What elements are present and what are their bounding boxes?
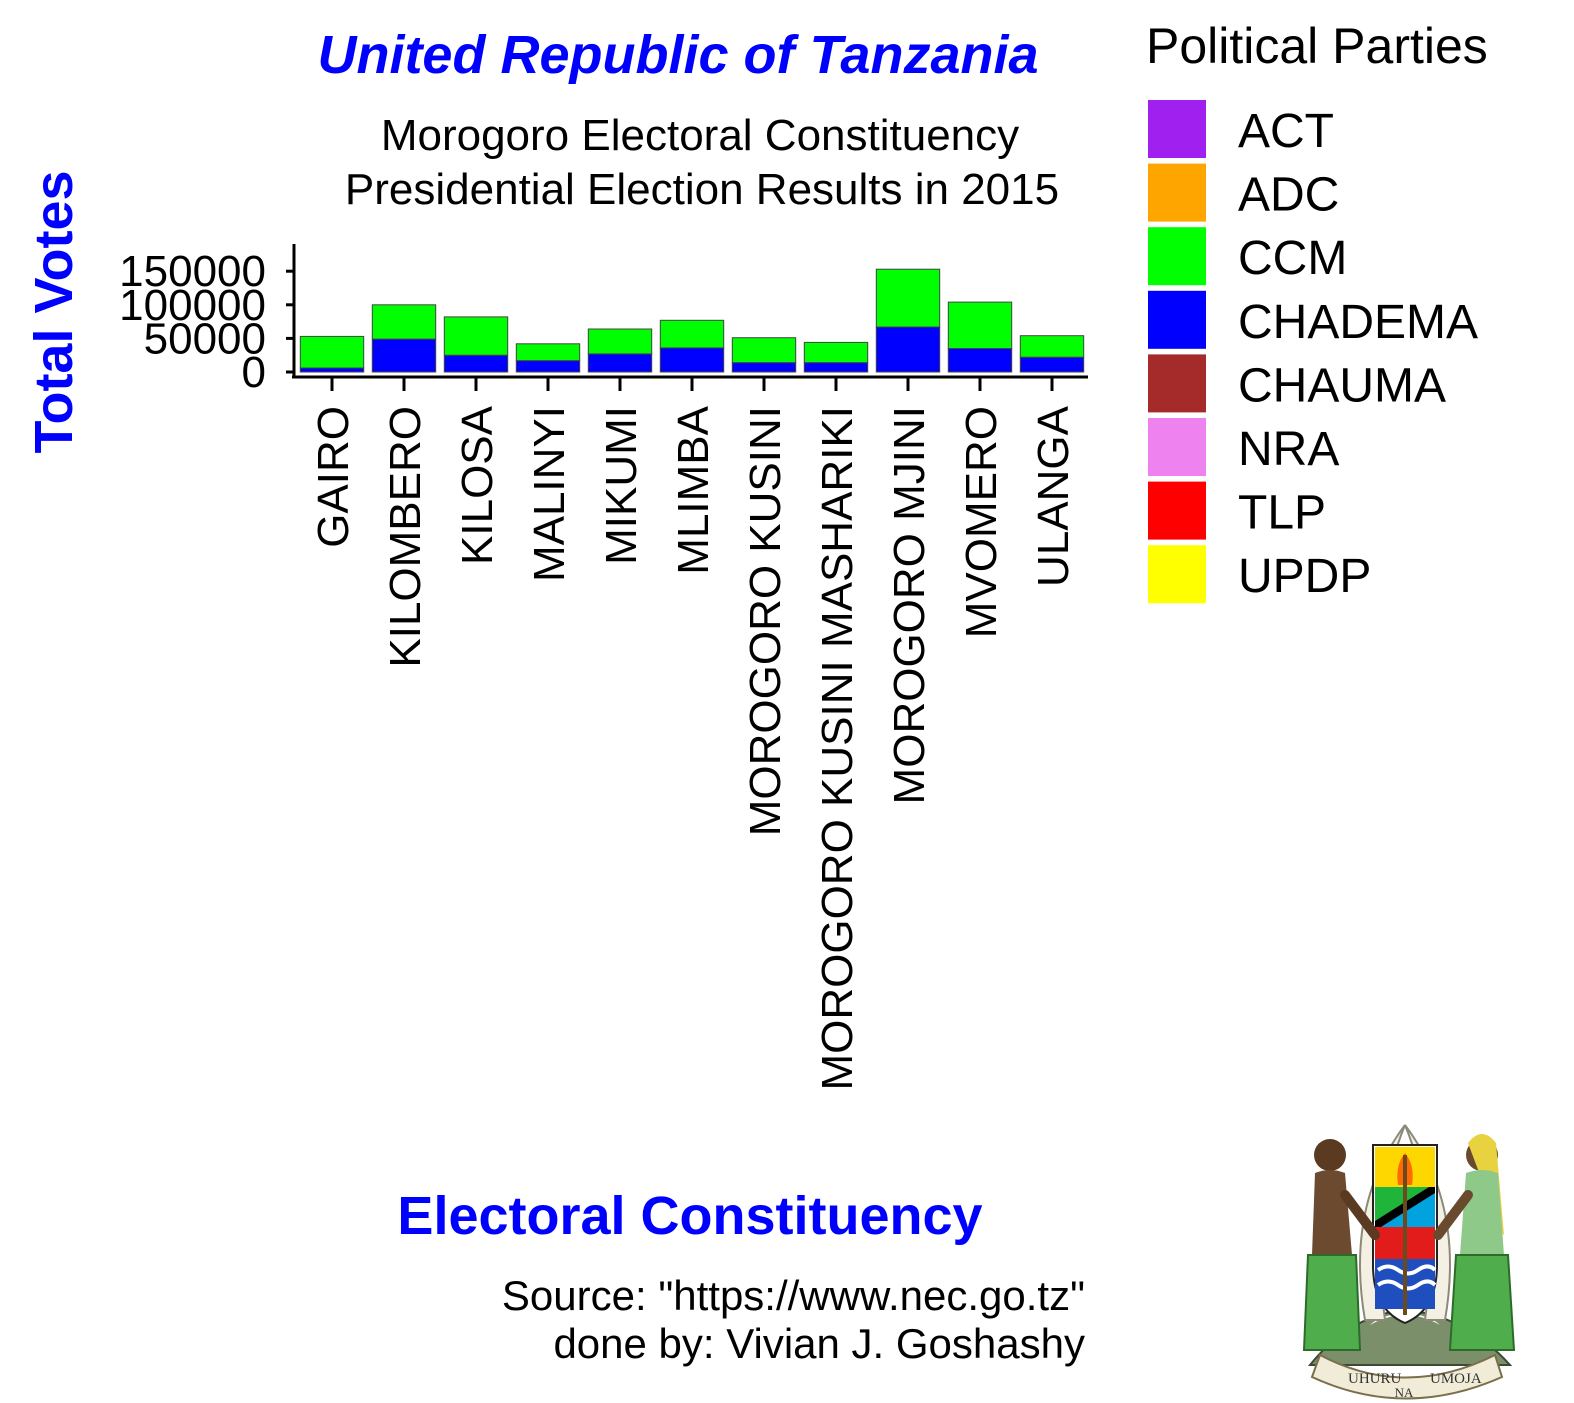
x-tick-label: MVOMERO	[957, 406, 1006, 638]
bar-chadema-mlimba	[659, 347, 725, 373]
bar-ccm-kilombero	[371, 304, 437, 340]
x-tick-label: GAIRO	[309, 406, 358, 548]
legend-swatch-nra	[1148, 418, 1206, 476]
bar-chadema-morogoro-kusini	[731, 362, 797, 373]
x-tick-label: ULANGA	[1029, 405, 1078, 587]
motto-center: NA	[1395, 1385, 1414, 1400]
coat-of-arms-emblem: UHURU NA UMOJA	[1302, 1124, 1516, 1400]
x-tick-label: MLIMBA	[669, 405, 718, 574]
bar-chadema-gairo	[299, 367, 365, 373]
x-axis-title: Electoral Constituency	[397, 1186, 982, 1246]
legend-label-adc: ADC	[1238, 169, 1339, 222]
y-tick-label: 50000	[144, 314, 266, 363]
x-tick-label: KILOMBERO	[381, 406, 430, 668]
x-tick-label: MOROGORO MJINI	[885, 406, 934, 804]
bar-chadema-kilombero	[371, 338, 437, 373]
x-tick-label: MOROGORO KUSINI MASHARIKI	[813, 406, 862, 1091]
author-caption: done by: Vivian J. Goshashy	[553, 1320, 1085, 1367]
legend-swatch-chadema	[1148, 290, 1206, 349]
y-tick-label: 150000	[119, 247, 266, 296]
bar-chadema-ulanga	[1019, 356, 1085, 373]
bar-ccm-morogoro-kusini-mashariki	[803, 341, 869, 364]
y-axis-title: Total Votes	[24, 170, 84, 453]
legend-swatch-chauma	[1148, 354, 1206, 413]
legend-swatch-ccm	[1148, 227, 1206, 286]
y-tick-label: 0	[242, 348, 266, 397]
legend-label-chauma: CHAUMA	[1238, 359, 1446, 412]
bar-ccm-ulanga	[1019, 335, 1085, 358]
legend-swatch-updp	[1148, 545, 1206, 604]
bar-chadema-mvomero	[947, 348, 1013, 373]
legend-swatch-act	[1148, 100, 1206, 158]
legend-swatch-adc	[1148, 163, 1206, 222]
x-tick-label: MALINYI	[525, 406, 574, 582]
legend-swatch-tlp	[1148, 481, 1206, 540]
legend-label-ccm: CCM	[1238, 232, 1347, 285]
bar-ccm-morogoro-kusini	[731, 337, 797, 364]
bar-ccm-mikumi	[587, 328, 653, 355]
bar-ccm-mlimba	[659, 319, 725, 349]
legend-label-updp: UPDP	[1238, 550, 1371, 603]
bar-layer	[299, 268, 1085, 373]
legend-label-chadema: CHADEMA	[1238, 296, 1478, 349]
y-tick-label: 100000	[119, 281, 266, 330]
chart-subtitle-line-2: Presidential Election Results in 2015	[345, 165, 1059, 214]
legend-label-act: ACT	[1238, 105, 1334, 158]
bar-ccm-morogoro-mjini	[875, 268, 941, 328]
x-tick-label: MIKUMI	[597, 406, 646, 565]
bar-ccm-malinyi	[515, 343, 581, 362]
legend-label-tlp: TLP	[1238, 487, 1326, 540]
x-axis-ticks: GAIRO KILOMBERO KILOSA MALINYI MIKUMI MLIMBA M…	[309, 378, 1078, 1091]
legend: ACT ADC CCM CHADEMA CHAUMA NRA TLP UPDP	[1148, 100, 1478, 604]
bar-ccm-gairo	[299, 335, 365, 369]
bar-chadema-morogoro-kusini-mashariki	[803, 362, 869, 373]
chart-subtitle-line-1: Morogoro Electoral Constituency	[381, 111, 1019, 160]
chart-title: United Republic of Tanzania	[317, 25, 1038, 85]
legend-label-nra: NRA	[1238, 423, 1339, 476]
motto-left: UHURU	[1348, 1371, 1402, 1387]
bar-ccm-kilosa	[443, 316, 509, 356]
bar-ccm-mvomero	[947, 301, 1013, 350]
bar-chadema-malinyi	[515, 360, 581, 373]
motto-right: UMOJA	[1430, 1371, 1482, 1387]
bar-chadema-kilosa	[443, 354, 509, 373]
bar-chadema-morogoro-mjini	[875, 326, 941, 373]
source-caption: Source: "https://www.nec.go.tz"	[502, 1272, 1085, 1319]
x-tick-label: MOROGORO KUSINI	[741, 406, 790, 836]
x-tick-label: KILOSA	[453, 405, 502, 565]
legend-title: Political Parties	[1146, 18, 1488, 74]
bar-chadema-mikumi	[587, 353, 653, 373]
